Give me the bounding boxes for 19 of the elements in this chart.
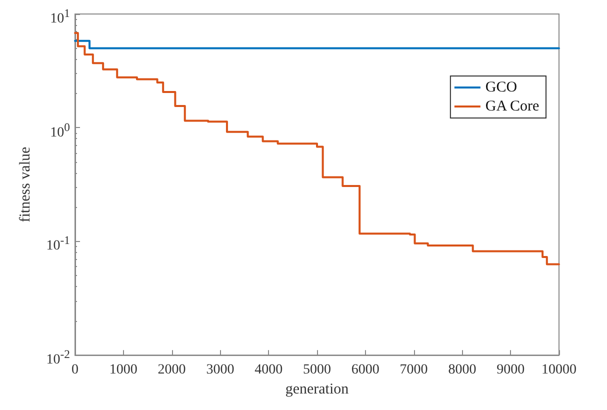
- x-tick-label: 10000: [542, 362, 576, 378]
- x-tick-label: 0: [72, 362, 78, 378]
- x-tick-label: 5000: [303, 362, 331, 378]
- x-tick-label: 6000: [351, 362, 380, 378]
- y-tick-label: 10$^{1}$: [50, 6, 70, 27]
- y-tick-label: 10$^{0}$: [50, 120, 70, 140]
- x-tick-label: 4000: [254, 362, 283, 378]
- x-tick-label: 9000: [496, 362, 525, 378]
- x-tick-label: 8000: [448, 362, 476, 378]
- x-axis-title: generation: [285, 382, 350, 398]
- legend-label: GCO: [485, 80, 518, 96]
- legend-label: GA Core: [485, 98, 540, 114]
- y-tick-label: 10$^{-1}$: [46, 233, 70, 254]
- x-tick-label: 7000: [400, 362, 428, 378]
- x-tick-label: 1000: [109, 362, 138, 378]
- y-tick-label: 10$^{-2}$: [46, 347, 70, 368]
- x-tick-label: 2000: [158, 362, 186, 378]
- x-tick-label: 3000: [206, 362, 234, 378]
- y-axis-title: fitness value: [18, 146, 34, 222]
